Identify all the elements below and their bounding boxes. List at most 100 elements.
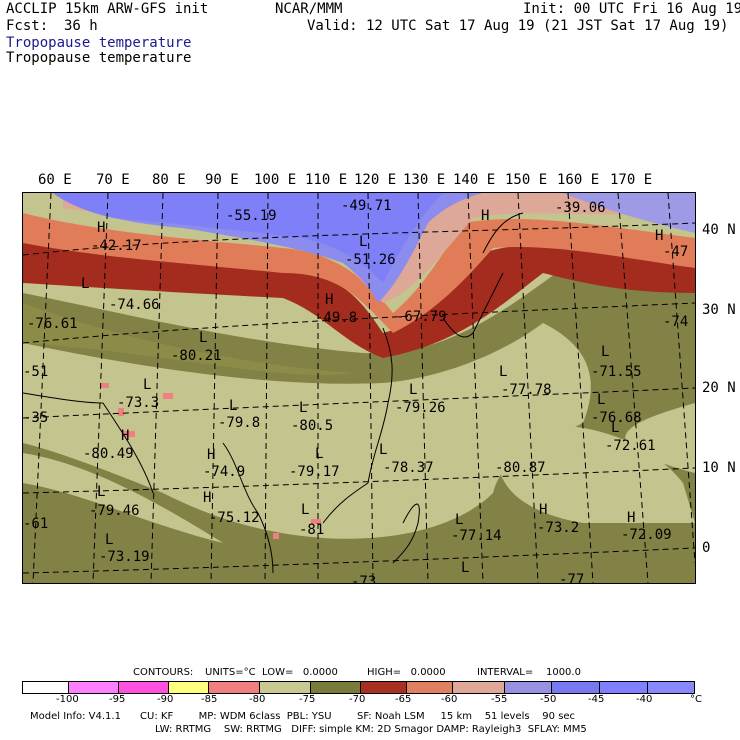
pressure-symbol: L [199,330,208,346]
legend-swatch [599,681,648,694]
model-title: ACCLIP 15km ARW-GFS init [6,1,209,17]
value-label: -73.2 [537,520,580,536]
legend-tick: -95 [109,694,126,705]
coastlines [23,212,524,574]
legend-swatch [452,681,505,694]
field-purple-ne [563,193,695,233]
legend-tick: -50 [540,694,557,705]
low-label: LOW= 0.0000 [262,667,338,678]
pressure-symbol: L [299,400,308,416]
legend-swatch [406,681,453,694]
init-time: Init: 00 UTC Fri 16 Aug 19 [523,1,740,17]
pressure-symbol: H [203,490,212,506]
pressure-symbol: H [655,228,664,244]
value-label: -80.87 [495,460,546,476]
lon-label: 160 E [557,172,600,188]
map-panel: -55.19 -49.71 -39.06 -42.17 -51.26 -47 -… [22,192,696,584]
legend-tick: -70 [349,694,366,705]
value-label: -42.17 [91,238,142,254]
pressure-symbol: L [601,344,610,360]
legend-swatch [68,681,119,694]
value-label: -67.79 [396,309,447,325]
pressure-symbol: L [597,392,606,408]
contours-label: CONTOURS: [133,667,194,678]
field-spot [101,383,109,388]
value-label: -79.46 [89,503,140,519]
value-label: -76.61 [27,316,78,332]
field-spot [273,533,279,539]
lon-label: 130 E [403,172,446,188]
pressure-symbol: H [539,502,548,518]
lon-label: 80 E [152,172,186,188]
value-label: -51.26 [345,252,396,268]
value-label: -78.37 [383,460,434,476]
legend-tick: -65 [395,694,412,705]
legend-tick: -45 [588,694,605,705]
lon-label: 60 E [38,172,72,188]
high-label: HIGH= 0.0000 [367,667,446,678]
value-label: -35 [23,410,49,426]
valid-time: Valid: 12 UTC Sat 17 Aug 19 (21 JST Sat … [307,18,729,34]
pressure-symbol: H [121,428,130,444]
units-label: UNITS=°C [205,667,256,678]
model-info-line1: Model Info: V4.1.1 CU: KF MP: WDM 6class… [30,711,576,722]
value-label: -75.12 [209,510,260,526]
pressure-symbol: L [499,364,508,380]
model-info-line2: LW: RRTMG SW: RRTMG DIFF: simple KM: 2D … [155,724,587,735]
value-label: -72.09 [621,527,672,543]
legend-swatch [551,681,600,694]
legend-swatch [647,681,695,694]
fcst-value: 36 h [64,18,98,34]
field-olive-band [23,303,353,376]
pressure-symbol: L [229,398,238,414]
lat-label: 30 N [702,302,736,318]
value-label: -79.8 [218,415,261,431]
lon-label: 110 E [305,172,348,188]
pressure-symbol: H [627,510,636,526]
center-label: NCAR/MMM [275,1,343,17]
field-title-1: Tropopause temperature [6,35,192,51]
value-label: -49.8 [315,310,358,326]
value-label: -47 [663,244,689,260]
graticule [23,193,695,583]
legend-swatch [118,681,169,694]
legend-swatch [22,681,69,694]
value-label: -55.19 [226,208,277,224]
legend-tick: -60 [441,694,458,705]
pressure-symbol: L [611,420,620,436]
lon-label: 140 E [453,172,496,188]
pressure-symbol: L [409,382,418,398]
field-spot [123,431,135,437]
pressure-symbol: L [105,532,114,548]
field-spot [163,393,173,399]
legend-swatch [208,681,260,694]
legend-tick: -40 [636,694,653,705]
value-label: -77.14 [451,528,502,544]
legend-swatch [504,681,552,694]
lon-label: 170 E [610,172,653,188]
map-svg [23,193,695,583]
legend-swatch [168,681,209,694]
pressure-symbol: H [481,208,490,224]
field-tan-east [497,425,695,523]
pressure-symbol: L [461,560,470,576]
field-tan [23,323,591,539]
lon-label: 150 E [505,172,548,188]
value-label: -72.61 [605,438,656,454]
legend-unit: °C [690,694,702,705]
legend-tick: -85 [201,694,218,705]
value-label: -80.21 [171,348,222,364]
value-label: -73 [351,574,377,584]
legend-tick: -75 [299,694,316,705]
pressure-symbol: H [325,292,334,308]
pressure-symbol: H [97,220,106,236]
interval-label: INTERVAL= 1000.0 [477,667,581,678]
legend-swatch [310,681,361,694]
field-title-2: Tropopause temperature [6,50,192,66]
field-blue [53,193,443,283]
value-label: -77 [559,572,585,584]
pressure-symbol: L [315,446,324,462]
field-spot [311,519,321,524]
pressure-symbol: L [301,502,310,518]
lon-label: 100 E [254,172,297,188]
